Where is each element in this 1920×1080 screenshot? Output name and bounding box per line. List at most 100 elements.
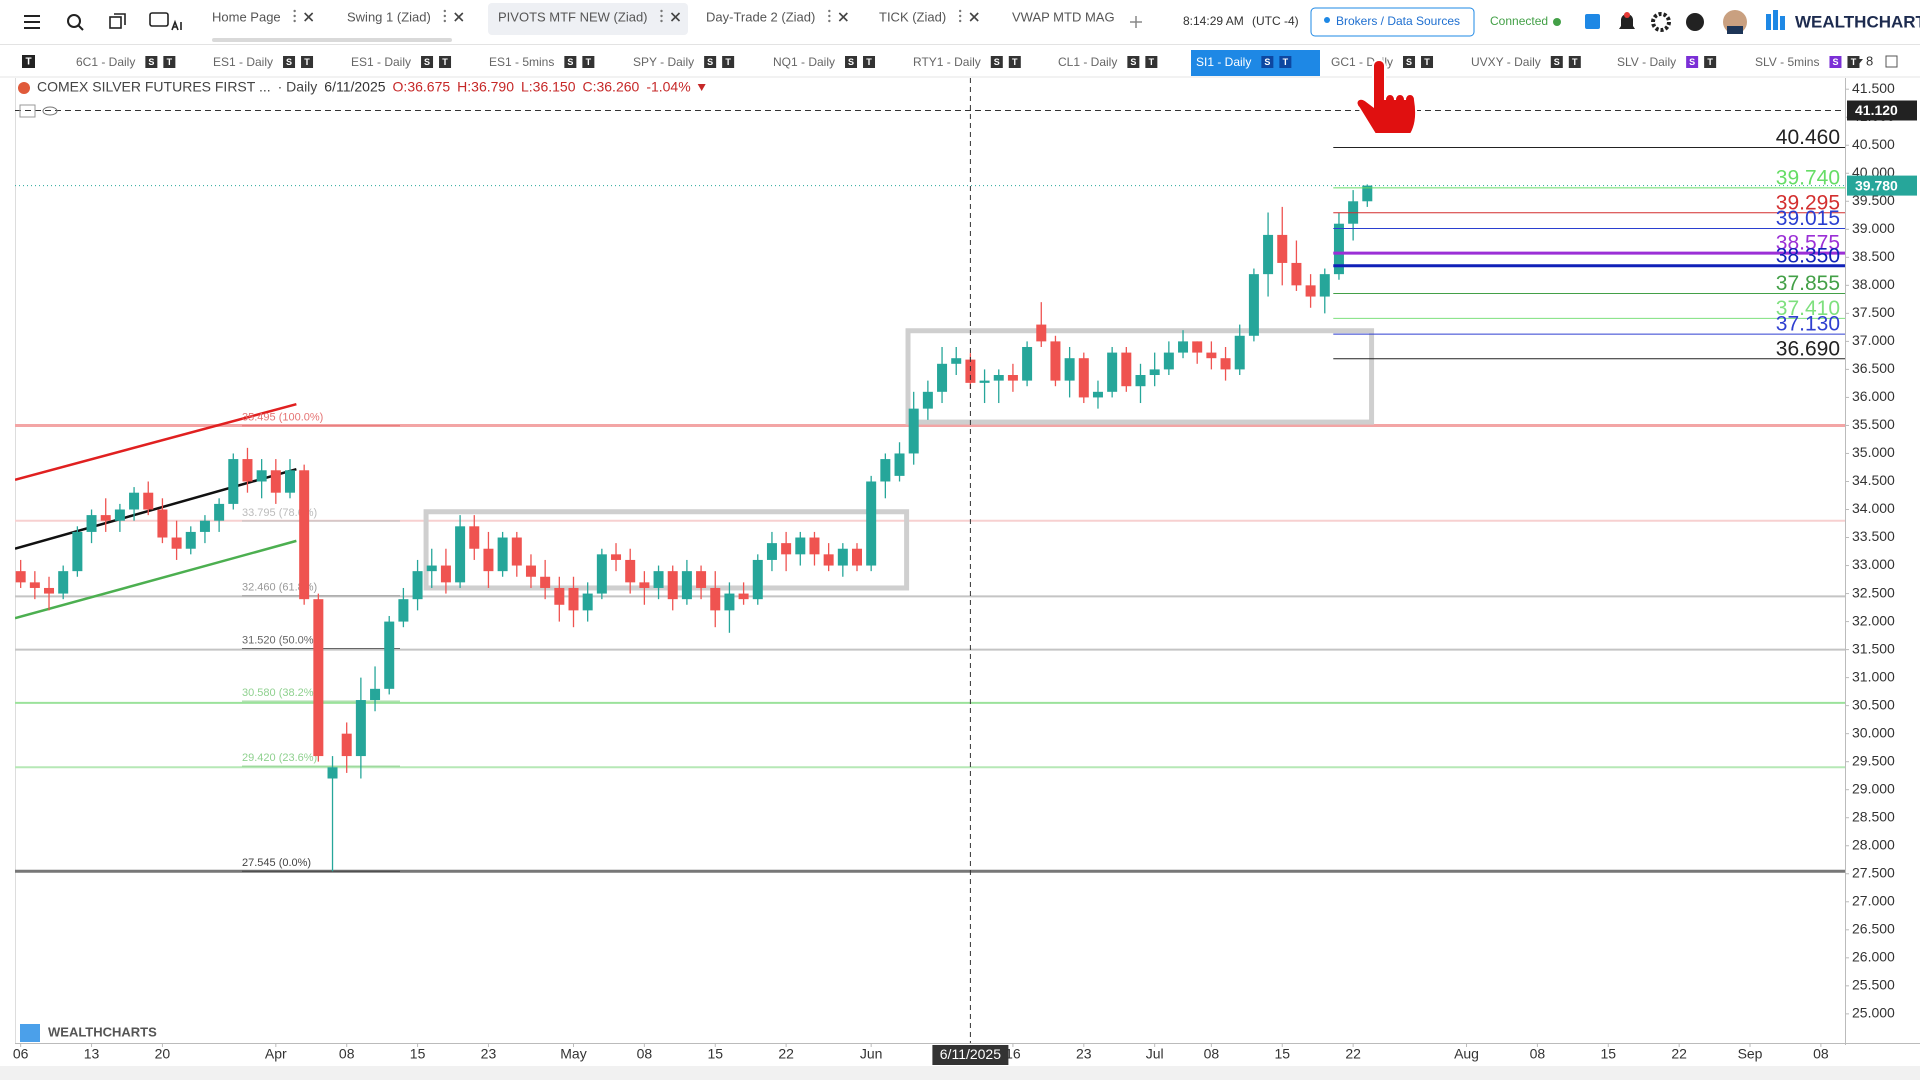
icon — [1324, 17, 1330, 23]
price-marker — [1847, 175, 1917, 196]
price-marker — [1847, 100, 1917, 121]
badge-label: S — [1832, 57, 1838, 67]
brokers-button[interactable]: Brokers / Data Sources — [1310, 7, 1475, 37]
legend-text: O:36.675 — [393, 79, 451, 95]
legend-text: COMEX SILVER FUTURES FIRST ... — [37, 79, 271, 95]
candle-body — [525, 565, 536, 577]
range-box — [423, 509, 910, 591]
symbol-tab[interactable]: NQ1 - Daily S T — [773, 55, 876, 69]
menu-button[interactable] — [24, 15, 40, 29]
fib-label: 35.495 (100.0%) — [242, 412, 323, 424]
badge — [582, 56, 595, 68]
settings-button[interactable] — [1651, 12, 1671, 32]
candle-body — [1022, 346, 1033, 381]
pivot-label: 39.295 — [1776, 191, 1840, 214]
toggle-badge[interactable] — [22, 55, 35, 68]
tab-menu-dot — [828, 14, 831, 18]
x-tick-label: 22 — [1345, 1046, 1361, 1062]
y-tick-label: 36.000 — [1852, 388, 1895, 404]
symbol-tab[interactable]: CL1 - Daily S T — [1058, 55, 1158, 69]
candle-body — [809, 537, 820, 555]
badge — [1847, 56, 1860, 68]
tab-menu-dot — [443, 14, 447, 18]
badge-label: S — [848, 57, 854, 67]
tab-label: Day-Trade 2 (Ziad) — [706, 9, 815, 24]
fib-label: 29.420 (23.6%) — [242, 752, 317, 764]
tab-menu-dot — [660, 14, 663, 18]
symbol-tab[interactable]: SLV - Daily S T — [1617, 55, 1717, 69]
y-tick-label: 36.500 — [1852, 360, 1895, 376]
badge — [283, 56, 296, 68]
alert-badge — [1624, 12, 1630, 18]
x-tick-label: Apr — [265, 1046, 287, 1062]
close-tab[interactable] — [670, 12, 681, 22]
badge-label: T — [1012, 57, 1018, 67]
symbol-tab[interactable]: ES1 - Daily S T — [213, 55, 314, 69]
symbol-tab[interactable]: RTY1 - Daily S T — [913, 55, 1021, 69]
new-tab[interactable] — [1130, 16, 1142, 28]
visibility-toggle[interactable] — [42, 106, 58, 116]
x-tick-label: 15 — [1600, 1046, 1616, 1062]
badge-label: S — [286, 57, 292, 67]
candle-body — [1206, 352, 1217, 359]
candle-body — [1333, 223, 1344, 275]
help-button[interactable] — [1686, 13, 1704, 31]
workspace-tab[interactable]: TICK (Ziad) — [879, 9, 979, 24]
candle-body — [667, 571, 678, 600]
workspace-tab[interactable]: PIVOTS MTF NEW (Ziad) — [488, 3, 688, 35]
candle-body — [313, 599, 324, 757]
symbol-tab[interactable]: ES1 - Daily S T — [351, 55, 452, 69]
x-tick-label: 22 — [778, 1046, 794, 1062]
candle-body — [29, 582, 40, 588]
workspace-tab[interactable]: Home Page — [212, 9, 314, 24]
close-tab[interactable] — [838, 12, 848, 22]
symbol-tab[interactable]: SI1 - Daily S T — [1191, 50, 1320, 76]
candle-body — [611, 554, 622, 560]
candle-body — [653, 571, 664, 588]
badge-label: T — [167, 57, 173, 67]
candle-body — [511, 537, 522, 566]
badge — [163, 56, 176, 68]
candle-body — [1248, 274, 1259, 336]
close-tab[interactable] — [454, 12, 464, 22]
change-arrow — [697, 84, 706, 91]
workspace-tab[interactable]: VWAP MTD MAG — [1012, 9, 1115, 24]
candle-body — [270, 470, 281, 493]
symbol-tab[interactable]: UVXY - Daily S T — [1471, 55, 1581, 69]
candle-body — [341, 733, 352, 757]
close-tab[interactable] — [304, 12, 314, 22]
alerts-button[interactable] — [1619, 14, 1635, 29]
ai-button[interactable] — [149, 12, 182, 31]
candle-body — [1263, 234, 1274, 275]
tab-menu-dot — [958, 19, 962, 23]
candle-body — [540, 576, 551, 588]
badge — [301, 56, 314, 68]
candle-body — [1149, 369, 1160, 376]
candle-body — [823, 554, 834, 566]
y-tick-label: 30.500 — [1852, 696, 1895, 712]
crosshair-date-bg — [932, 1045, 1009, 1065]
layouts-button[interactable] — [109, 13, 126, 29]
symbol-tab[interactable]: SLV - 5mins S T — [1755, 55, 1860, 69]
candle-body — [384, 621, 395, 689]
candle-body — [1192, 341, 1203, 353]
workspace-tab[interactable]: Swing 1 (Ziad) — [347, 9, 464, 24]
candle-body — [851, 548, 862, 566]
y-tick-label: 27.000 — [1852, 892, 1895, 908]
search-button[interactable] — [67, 14, 84, 31]
close-tab[interactable] — [969, 12, 979, 22]
workspace-tab[interactable]: Day-Trade 2 (Ziad) — [706, 9, 848, 24]
add-indicator[interactable] — [19, 104, 36, 118]
save-button[interactable] — [1585, 14, 1600, 29]
symbol-label: ES1 - Daily — [213, 55, 273, 69]
symbol-label: UVXY - Daily — [1471, 55, 1541, 69]
expand-button[interactable] — [1885, 55, 1898, 68]
symbol-tab[interactable]: ES1 - 5mins S T — [489, 55, 595, 69]
symbol-tab[interactable]: SPY - Daily S T — [633, 55, 735, 69]
x-tick-label: Aug — [1454, 1046, 1479, 1062]
avatar-shirt — [1727, 26, 1743, 34]
badge-label: S — [1689, 57, 1695, 67]
candle-body — [1078, 358, 1089, 398]
symbol-tab[interactable]: 6C1 - Daily S T — [76, 55, 176, 69]
symbol-label: NQ1 - Daily — [773, 55, 835, 69]
